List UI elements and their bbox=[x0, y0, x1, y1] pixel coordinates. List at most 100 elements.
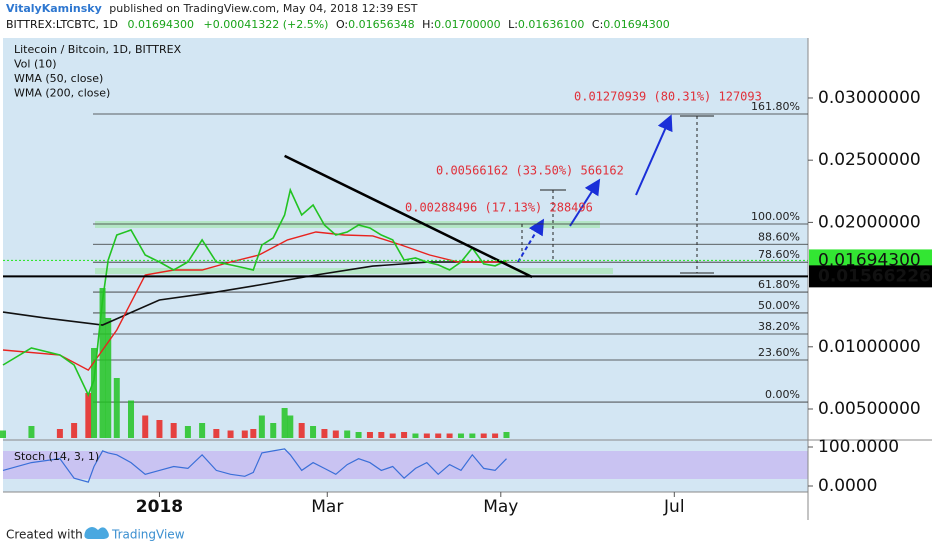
fib-label: 161.80% bbox=[751, 100, 800, 113]
fib-label: 61.80% bbox=[758, 278, 800, 291]
legend-entry: Vol (10) bbox=[14, 58, 57, 71]
x-tick-label: May bbox=[483, 497, 518, 517]
change: +0.00041322 (+2.5%) bbox=[204, 18, 329, 31]
volume-bar bbox=[270, 423, 277, 438]
volume-bar bbox=[184, 426, 191, 438]
volume-bar bbox=[503, 432, 510, 438]
price-line bbox=[2, 187, 507, 398]
volume-bar bbox=[250, 429, 257, 438]
trendline bbox=[284, 154, 533, 279]
zone-highlight bbox=[95, 268, 613, 274]
volume-bar bbox=[258, 415, 265, 438]
legend-entry: WMA (50, close) bbox=[14, 72, 103, 85]
symbol: BITTREX:LTCBTC, 1D bbox=[6, 18, 118, 31]
volume-bar bbox=[28, 426, 35, 438]
volume-bar bbox=[199, 423, 206, 438]
volume-bar bbox=[227, 430, 234, 438]
volume-bar bbox=[156, 420, 163, 438]
volume-bar bbox=[480, 433, 487, 438]
stoch-tick-label: 0.0000 bbox=[818, 476, 877, 496]
volume-bar bbox=[344, 430, 351, 438]
projection-arrow bbox=[569, 178, 601, 227]
stoch-tick-label: 100.0000 bbox=[818, 437, 899, 457]
volume-bar bbox=[213, 429, 220, 438]
c-label: C: bbox=[592, 18, 603, 31]
volume-bar bbox=[142, 415, 149, 438]
projection-arrow bbox=[517, 218, 545, 263]
fib-label: 78.60% bbox=[758, 248, 800, 261]
stoch-legend: Stoch (14, 3, 1) bbox=[14, 450, 99, 463]
y-tick-label: 0.02500000 bbox=[818, 150, 921, 170]
volume-bar bbox=[389, 433, 396, 438]
ohlc-line: BITTREX:LTCBTC, 1D 0.01694300 +0.0004132… bbox=[6, 18, 670, 31]
volume-bar bbox=[128, 400, 135, 438]
measure-annotation: 0.00566162 (33.50%) 566162 bbox=[436, 164, 624, 178]
footer-brand[interactable]: TradingView bbox=[111, 528, 185, 542]
price-marker-label: 0.01566226 bbox=[818, 266, 931, 286]
volume-bar bbox=[241, 430, 248, 438]
stoch-band bbox=[3, 451, 808, 479]
stoch-line bbox=[2, 448, 507, 483]
volume-bar bbox=[469, 433, 476, 438]
logo-icon bbox=[84, 527, 109, 539]
low: 0.01636100 bbox=[518, 18, 584, 31]
fib-label: 38.20% bbox=[758, 320, 800, 333]
plot-background bbox=[3, 38, 808, 492]
volume-bar bbox=[105, 318, 112, 438]
y-tick-label: 0.01000000 bbox=[818, 337, 921, 357]
legend-entry: WMA (200, close) bbox=[14, 87, 110, 100]
close: 0.01694300 bbox=[603, 18, 669, 31]
volume-bar bbox=[85, 393, 92, 438]
volume-bar bbox=[401, 432, 408, 438]
volume-bar bbox=[113, 378, 120, 438]
footer-created: Created with bbox=[6, 528, 83, 542]
zone-highlight bbox=[95, 221, 600, 228]
last: 0.01694300 bbox=[128, 18, 194, 31]
volume-bar bbox=[298, 423, 305, 438]
volume-bar bbox=[492, 433, 499, 438]
measure-annotation: 0.00288496 (17.13%) 288496 bbox=[405, 201, 593, 215]
x-tick-label: Jul bbox=[663, 497, 685, 517]
y-tick-label: 0.03000000 bbox=[818, 88, 921, 108]
fib-label: 100.00% bbox=[751, 210, 800, 223]
volume-bar bbox=[287, 415, 294, 438]
volume-bar bbox=[170, 423, 177, 438]
y-tick-label: 0.00500000 bbox=[818, 399, 921, 419]
y-tick-label: 0.02000000 bbox=[818, 212, 921, 232]
volume-bar bbox=[91, 348, 98, 438]
volume-bar bbox=[332, 430, 339, 438]
volume-bar bbox=[71, 423, 78, 438]
fib-label: 0.00% bbox=[765, 388, 800, 401]
volume-bar bbox=[56, 429, 63, 438]
high: 0.01700000 bbox=[434, 18, 500, 31]
published: published on TradingView.com, May 04, 20… bbox=[109, 2, 417, 15]
volume-bar bbox=[366, 432, 373, 438]
volume-bar bbox=[378, 432, 385, 438]
x-tick-label: 2018 bbox=[136, 497, 183, 517]
fib-label: 23.60% bbox=[758, 346, 800, 359]
fib-label: 50.00% bbox=[758, 299, 800, 312]
projection-arrow bbox=[635, 114, 673, 196]
volume-bar bbox=[412, 433, 419, 438]
volume-bar bbox=[0, 430, 6, 438]
volume-bar bbox=[321, 429, 328, 438]
open: 0.01656348 bbox=[348, 18, 414, 31]
x-tick-label: Mar bbox=[311, 497, 343, 517]
volume-bar bbox=[355, 432, 362, 438]
volume-bar bbox=[423, 433, 430, 438]
volume-bar bbox=[99, 288, 106, 438]
h-label: H: bbox=[422, 18, 434, 31]
volume-bar bbox=[457, 433, 464, 438]
volume-bar bbox=[310, 426, 317, 438]
author[interactable]: VitalyKaminsky bbox=[6, 2, 102, 15]
wma50-line bbox=[2, 231, 507, 372]
volume-bar bbox=[281, 408, 288, 438]
o-label: O: bbox=[336, 18, 348, 31]
wma200-line bbox=[2, 261, 507, 326]
l-label: L: bbox=[508, 18, 518, 31]
legend-entry: Litecoin / Bitcoin, 1D, BITTREX bbox=[14, 43, 182, 56]
volume-bar bbox=[446, 433, 453, 438]
fib-label: 88.60% bbox=[758, 230, 800, 243]
measure-annotation: 0.01270939 (80.31%) 127093 bbox=[574, 90, 762, 104]
